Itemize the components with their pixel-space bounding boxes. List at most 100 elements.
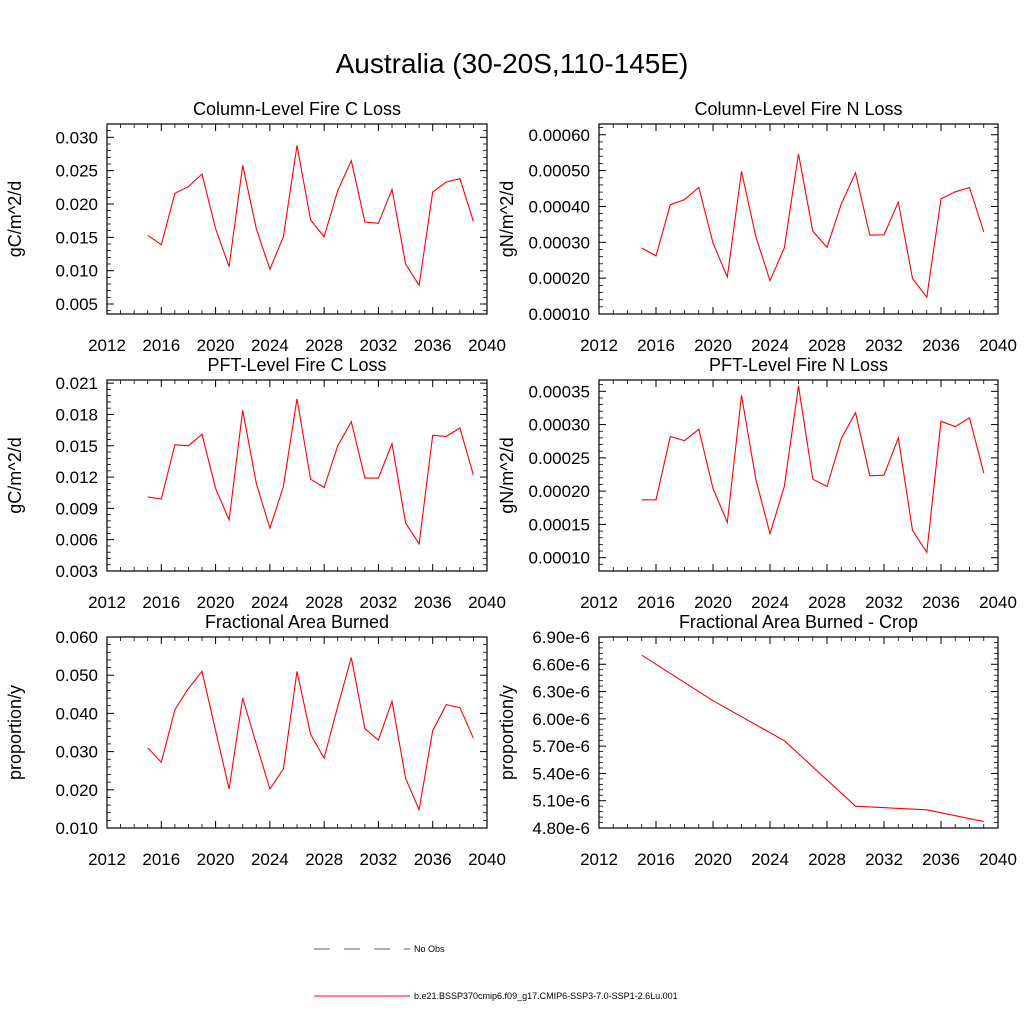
panel-title: PFT-Level Fire C Loss: [207, 355, 386, 375]
y-tick-label: 0.00020: [529, 482, 590, 501]
y-tick-label: 0.012: [55, 468, 98, 487]
plot-frame: [106, 123, 488, 315]
x-tick-label: 2028: [305, 336, 343, 355]
chart-panel-5: Fractional Area Burned proportion/y 2012 20…: [5, 612, 506, 869]
x-tick-label: 2024: [751, 336, 789, 355]
y-axis-label: proportion/y: [497, 685, 517, 780]
panel-title: Column-Level Fire N Loss: [694, 99, 902, 119]
x-tick-label: 2016: [142, 593, 180, 612]
y-tick-label: 0.00060: [529, 126, 590, 145]
x-tick-label: 2016: [637, 593, 675, 612]
series-line: [147, 398, 474, 546]
y-tick-label: 0.030: [55, 743, 98, 762]
x-tick-label: 2012: [88, 850, 126, 869]
y-tick-label: 0.025: [55, 162, 98, 181]
chart-panel-1: Column-Level Fire C Loss gC/m^2/d 2012 2016…: [5, 99, 506, 355]
x-tick-label: 2040: [979, 850, 1017, 869]
y-axis-label: proportion/y: [5, 685, 25, 780]
y-tick-label: 0.060: [55, 628, 98, 647]
y-tick-label: 0.00010: [529, 305, 590, 324]
y-axis-label: gC/m^2/d: [5, 437, 25, 513]
x-tick-label: 2016: [637, 336, 675, 355]
y-tick-label: 0.00015: [529, 515, 590, 534]
panel-title: Column-Level Fire C Loss: [193, 99, 401, 119]
x-tick-label: 2036: [922, 593, 960, 612]
x-tick-label: 2032: [360, 336, 398, 355]
panel-title: Fractional Area Burned - Crop: [679, 612, 918, 632]
plot-frame: [106, 379, 488, 572]
y-axis-label: gC/m^2/d: [5, 181, 25, 257]
chart-panel-6: Fractional Area Burned - Crop proportion/…: [497, 612, 1017, 869]
x-tick-label: 2032: [865, 593, 903, 612]
y-tick-label: 0.006: [55, 531, 98, 550]
y-tick-label: 0.015: [55, 437, 98, 456]
panel-title: Fractional Area Burned: [205, 612, 389, 632]
y-tick-label: 0.00030: [529, 416, 590, 435]
plot-frame: [106, 636, 488, 829]
legend-label-model: b.e21.BSSP370cmip6.f09_g17.CMIP6-SSP3-7.…: [414, 991, 678, 1001]
x-tick-label: 2012: [580, 593, 618, 612]
x-tick-label: 2040: [468, 850, 506, 869]
y-tick-label: 6.60e-6: [532, 655, 590, 674]
x-tick-label: 2032: [865, 336, 903, 355]
x-tick-label: 2020: [197, 336, 235, 355]
x-tick-label: 2016: [637, 850, 675, 869]
x-tick-label: 2024: [251, 593, 289, 612]
x-tick-label: 2036: [922, 336, 960, 355]
x-tick-label: 2040: [979, 593, 1017, 612]
y-tick-label: 0.030: [55, 128, 98, 147]
x-tick-label: 2016: [142, 850, 180, 869]
x-tick-label: 2024: [751, 593, 789, 612]
y-tick-label: 0.00010: [529, 549, 590, 568]
y-axis-label: gN/m^2/d: [497, 437, 517, 513]
y-tick-label: 0.00025: [529, 449, 590, 468]
x-tick-label: 2040: [468, 593, 506, 612]
x-tick-label: 2028: [808, 336, 846, 355]
x-tick-label: 2024: [751, 850, 789, 869]
x-tick-label: 2012: [88, 593, 126, 612]
figure-title: Australia (30-20S,110-145E): [335, 48, 689, 79]
series-line: [147, 657, 474, 812]
y-tick-label: 0.020: [55, 781, 98, 800]
y-tick-label: 0.018: [55, 405, 98, 424]
series-line: [641, 153, 985, 299]
x-tick-label: 2020: [197, 850, 235, 869]
x-tick-label: 2020: [694, 850, 732, 869]
chart-panel-2: Column-Level Fire N Loss gN/m^2/d 2012 2016…: [497, 99, 1017, 355]
y-tick-label: 6.00e-6: [532, 710, 590, 729]
y-tick-label: 5.10e-6: [532, 792, 590, 811]
x-tick-label: 2016: [142, 336, 180, 355]
y-tick-label: 5.70e-6: [532, 737, 590, 756]
y-tick-label: 0.050: [55, 666, 98, 685]
y-tick-label: 5.40e-6: [532, 764, 590, 783]
x-tick-label: 2036: [414, 336, 452, 355]
y-tick-label: 0.020: [55, 195, 98, 214]
x-tick-label: 2012: [580, 850, 618, 869]
x-tick-label: 2036: [414, 593, 452, 612]
series-line: [641, 654, 984, 823]
x-tick-label: 2028: [808, 850, 846, 869]
x-tick-label: 2012: [88, 336, 126, 355]
x-tick-label: 2020: [694, 336, 732, 355]
y-tick-label: 4.80e-6: [532, 819, 590, 838]
y-tick-label: 0.010: [55, 819, 98, 838]
y-axis-label: gN/m^2/d: [497, 181, 517, 257]
x-tick-label: 2028: [808, 593, 846, 612]
x-tick-label: 2040: [468, 336, 506, 355]
series-line: [147, 145, 474, 287]
chart-panel-4: PFT-Level Fire N Loss gN/m^2/d 2012 2016 202…: [497, 355, 1017, 612]
panel-title: PFT-Level Fire N Loss: [709, 355, 888, 375]
series-line: [641, 385, 985, 554]
y-tick-label: 6.90e-6: [532, 628, 590, 647]
y-tick-label: 0.00035: [529, 382, 590, 401]
x-tick-label: 2036: [922, 850, 960, 869]
x-tick-label: 2040: [979, 336, 1017, 355]
x-tick-label: 2032: [360, 850, 398, 869]
y-tick-label: 0.005: [55, 295, 98, 314]
x-tick-label: 2032: [360, 593, 398, 612]
y-tick-label: 0.00040: [529, 197, 590, 216]
legend-label-no-obs: No Obs: [414, 944, 445, 954]
x-tick-label: 2028: [305, 593, 343, 612]
y-tick-label: 0.010: [55, 262, 98, 281]
